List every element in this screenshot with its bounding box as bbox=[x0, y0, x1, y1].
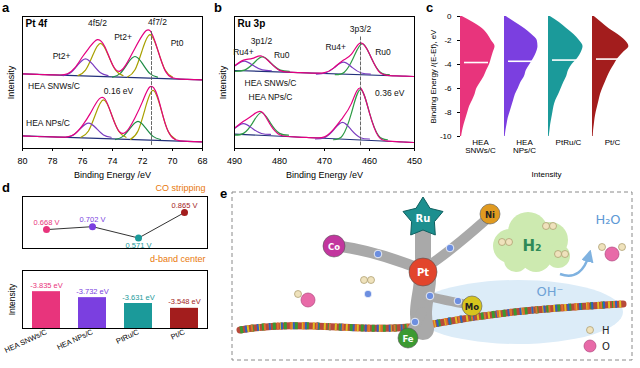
svg-text:460: 460 bbox=[362, 156, 377, 166]
svg-text:-6: -6 bbox=[444, 84, 452, 93]
svg-text:Pt: Pt bbox=[417, 267, 429, 278]
svg-text:Pt/C: Pt/C bbox=[605, 138, 621, 147]
svg-text:-8: -8 bbox=[444, 108, 452, 117]
svg-text:80: 80 bbox=[17, 156, 27, 166]
svg-text:Ru4+: Ru4+ bbox=[233, 47, 254, 57]
svg-text:O: O bbox=[602, 341, 610, 352]
svg-text:Pt0: Pt0 bbox=[171, 38, 184, 48]
svg-text:4f5/2: 4f5/2 bbox=[88, 18, 107, 28]
svg-text:Intensity: Intensity bbox=[218, 65, 228, 99]
svg-text:0.865 V: 0.865 V bbox=[172, 201, 198, 210]
svg-text:4f7/2: 4f7/2 bbox=[148, 17, 167, 27]
svg-text:Mo: Mo bbox=[465, 302, 479, 312]
svg-text:74: 74 bbox=[107, 156, 117, 166]
svg-text:HEA NPs/C: HEA NPs/C bbox=[249, 92, 293, 102]
svg-text:72: 72 bbox=[137, 156, 147, 166]
svg-text:0: 0 bbox=[447, 12, 452, 21]
svg-text:Binding Energy /(E-Ef), eV: Binding Energy /(E-Ef), eV bbox=[429, 29, 438, 123]
svg-text:490: 490 bbox=[227, 156, 242, 166]
svg-text:0.36 eV: 0.36 eV bbox=[375, 88, 405, 98]
svg-text:OH⁻: OH⁻ bbox=[537, 284, 564, 299]
svg-text:Ru: Ru bbox=[416, 213, 431, 224]
html-text:d: d bbox=[2, 180, 10, 195]
svg-text:0.702 V: 0.702 V bbox=[80, 215, 106, 224]
svg-text:HEA SNWs/C: HEA SNWs/C bbox=[28, 81, 80, 91]
svg-text:H: H bbox=[602, 325, 610, 336]
svg-text:-3.631 eV: -3.631 eV bbox=[122, 293, 155, 302]
svg-text:Pt/C: Pt/C bbox=[169, 327, 187, 342]
svg-text:76: 76 bbox=[77, 156, 87, 166]
svg-text:-10: -10 bbox=[440, 132, 452, 141]
svg-text:-3.835 eV: -3.835 eV bbox=[30, 281, 63, 290]
svg-text:HEASNWs/C: HEASNWs/C bbox=[465, 138, 496, 155]
html-text:c: c bbox=[426, 0, 434, 15]
svg-text:HEA NPs/C: HEA NPs/C bbox=[55, 327, 94, 352]
svg-text:68: 68 bbox=[197, 156, 207, 166]
svg-text:e: e bbox=[220, 186, 227, 201]
svg-text:Ru 3p: Ru 3p bbox=[238, 18, 266, 29]
svg-text:-2: -2 bbox=[444, 36, 452, 45]
svg-text:Intensity: Intensity bbox=[6, 65, 16, 99]
svg-text:0.668 V: 0.668 V bbox=[34, 218, 60, 227]
html-text:a: a bbox=[2, 0, 10, 15]
svg-text:H₂: H₂ bbox=[522, 237, 541, 255]
svg-text:0.571 V: 0.571 V bbox=[126, 241, 152, 250]
svg-text:PtRu/C: PtRu/C bbox=[115, 327, 141, 346]
svg-text:Pt2+: Pt2+ bbox=[114, 32, 132, 42]
svg-text:-3.732 eV: -3.732 eV bbox=[76, 287, 109, 296]
svg-text:Intensity: Intensity bbox=[532, 170, 562, 179]
svg-text:d-band center: d-band center bbox=[150, 254, 206, 264]
svg-text:470: 470 bbox=[317, 156, 332, 166]
svg-text:PtRu/C: PtRu/C bbox=[556, 138, 582, 147]
svg-text:450: 450 bbox=[407, 156, 422, 166]
svg-text:480: 480 bbox=[272, 156, 287, 166]
svg-text:HEA SNWs/C: HEA SNWs/C bbox=[3, 327, 49, 355]
svg-text:HEA NPs/C: HEA NPs/C bbox=[26, 118, 70, 128]
svg-text:CO stripping: CO stripping bbox=[155, 183, 205, 193]
svg-text:H₂O: H₂O bbox=[595, 212, 620, 227]
svg-text:Binding Energy /eV: Binding Energy /eV bbox=[286, 170, 363, 180]
svg-text:-4: -4 bbox=[444, 60, 452, 69]
svg-text:Binding Energy /eV: Binding Energy /eV bbox=[74, 170, 151, 180]
svg-text:-3.548 eV: -3.548 eV bbox=[168, 297, 201, 306]
html-text:b: b bbox=[214, 0, 222, 15]
svg-text:Ni: Ni bbox=[485, 210, 495, 220]
svg-text:Ru0: Ru0 bbox=[274, 50, 290, 60]
svg-text:3p1/2: 3p1/2 bbox=[251, 36, 273, 46]
svg-text:3p3/2: 3p3/2 bbox=[350, 24, 372, 34]
svg-text:Ru4+: Ru4+ bbox=[325, 42, 346, 52]
svg-text:HEANPs/C: HEANPs/C bbox=[513, 138, 536, 155]
svg-text:Pt 4f: Pt 4f bbox=[26, 18, 48, 29]
svg-text:Ru0: Ru0 bbox=[375, 47, 391, 57]
svg-text:Co: Co bbox=[328, 242, 340, 252]
svg-text:0.16 eV: 0.16 eV bbox=[104, 86, 134, 96]
svg-text:Fe: Fe bbox=[402, 334, 413, 344]
svg-text:HEA SNWs/C: HEA SNWs/C bbox=[245, 78, 297, 88]
svg-text:70: 70 bbox=[167, 156, 177, 166]
svg-text:Intensity: Intensity bbox=[7, 283, 17, 315]
svg-text:78: 78 bbox=[47, 156, 57, 166]
svg-text:Pt2+: Pt2+ bbox=[53, 51, 71, 61]
